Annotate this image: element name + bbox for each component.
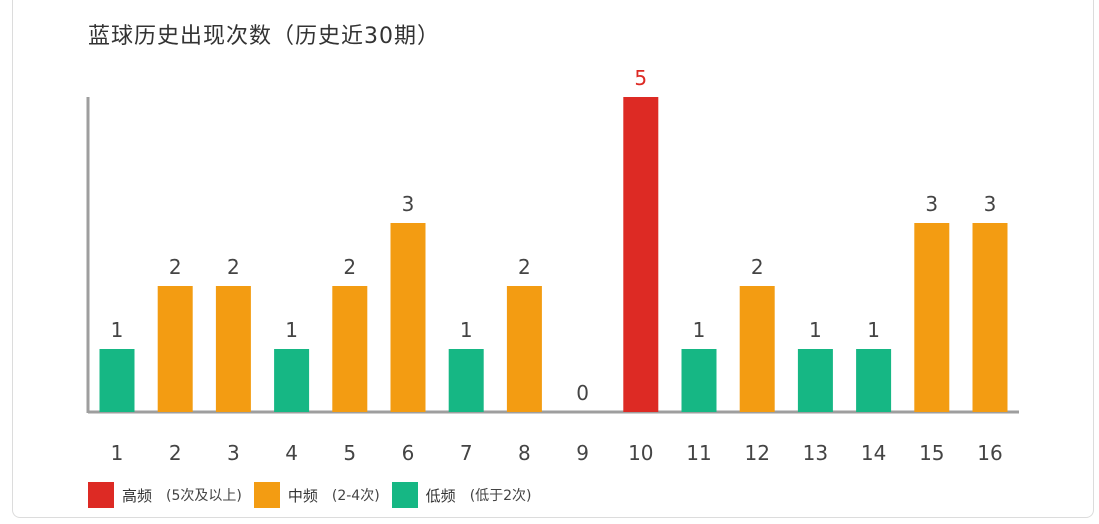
data-label-15: 3 [925, 192, 938, 216]
x-tick-label-16: 16 [977, 441, 1002, 465]
bar-6 [390, 223, 426, 412]
legend-swatch-mid [253, 482, 280, 508]
x-tick-label-3: 3 [227, 441, 240, 465]
bar-8 [506, 286, 542, 412]
data-label-1: 1 [111, 318, 124, 342]
legend-swatch-high [88, 482, 114, 508]
legend-item-high: 高频 (5次及以上) [88, 482, 242, 508]
legend-note-high: (5次及以上) [166, 488, 242, 504]
legend-swatch-low [391, 482, 418, 508]
data-label-2: 2 [169, 255, 182, 279]
legend-label-high: 高频 [122, 486, 153, 505]
x-tick-label-2: 2 [169, 441, 182, 465]
x-tick-label-5: 5 [343, 441, 356, 465]
bar-16 [972, 223, 1008, 412]
bar-5 [332, 286, 368, 412]
data-label-16: 3 [984, 192, 997, 216]
data-label-5: 2 [343, 255, 356, 279]
bar-2 [157, 286, 193, 412]
bar-11 [681, 349, 717, 412]
legend-label-mid: 中频 [287, 486, 318, 505]
chart-title: 蓝球历史出现次数（历史近30期） [88, 24, 440, 49]
legend-item-low: 低频 (低于2次) [391, 482, 532, 508]
bar-4 [274, 349, 310, 412]
data-label-6: 3 [402, 192, 415, 216]
x-tick-label-8: 8 [518, 441, 531, 465]
x-tick-label-10: 10 [628, 441, 653, 465]
data-label-10: 5 [634, 66, 647, 90]
bar-10 [623, 97, 659, 412]
data-label-7: 1 [460, 318, 473, 342]
chart-card [12, 0, 1094, 518]
data-label-12: 2 [751, 255, 764, 279]
x-tick-label-1: 1 [111, 441, 124, 465]
x-tick-label-15: 15 [919, 441, 944, 465]
bar-7 [448, 349, 484, 412]
legend-note-mid: (2-4次) [331, 488, 380, 504]
data-label-14: 1 [867, 318, 880, 342]
data-label-4: 1 [285, 318, 298, 342]
x-tick-label-12: 12 [744, 441, 769, 465]
x-tick-label-7: 7 [460, 441, 473, 465]
legend-note-low: (低于2次) [469, 488, 532, 504]
x-tick-label-6: 6 [402, 441, 415, 465]
legend-label-low: 低频 [425, 486, 456, 505]
data-label-3: 2 [227, 255, 240, 279]
x-tick-label-9: 9 [576, 441, 589, 465]
legend-item-mid: 中频 (2-4次) [253, 482, 380, 508]
x-tick-label-11: 11 [686, 441, 711, 465]
data-label-13: 1 [809, 318, 822, 342]
bar-13 [797, 349, 833, 412]
bar-15 [914, 223, 950, 412]
x-tick-label-14: 14 [861, 441, 886, 465]
x-tick-label-13: 13 [803, 441, 828, 465]
bar-12 [739, 286, 775, 412]
bar-14 [856, 349, 892, 412]
data-label-8: 2 [518, 255, 531, 279]
bar-1 [99, 349, 135, 412]
data-label-9: 0 [576, 381, 589, 405]
x-tick-label-4: 4 [285, 441, 298, 465]
legend: 高频 (5次及以上) 中频 (2-4次) 低频 (低于2次) [88, 480, 544, 510]
data-label-11: 1 [693, 318, 706, 342]
bar-3 [215, 286, 251, 412]
